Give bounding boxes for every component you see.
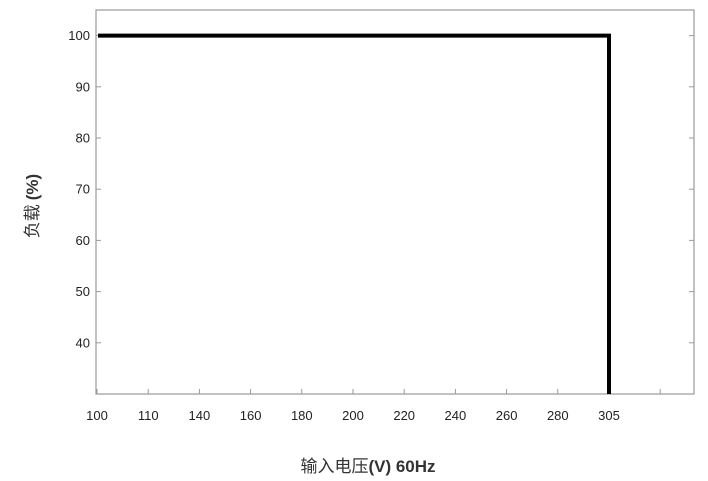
y-tick-label: 70 — [76, 182, 90, 197]
x-tick-label: 200 — [342, 408, 364, 423]
y-tick-label: 40 — [76, 335, 90, 350]
y-tick-label: 60 — [76, 233, 90, 248]
x-tick-label: 260 — [496, 408, 518, 423]
y-tick-label: 100 — [68, 28, 90, 43]
x-tick-label: 100 — [86, 408, 108, 423]
x-tick-label: 220 — [393, 408, 415, 423]
x-tick-label: 110 — [138, 408, 159, 423]
x-axis-title-unit: (V) 60Hz — [368, 457, 435, 476]
x-axis-title-text: 输入电压 — [300, 457, 368, 477]
x-tick-label: 305 — [598, 408, 620, 423]
series-layer — [98, 33, 611, 394]
x-axis-ticks: 100 110 140 160 180 200 220 240 260 280 305 — [86, 389, 661, 423]
y-tick-label: 50 — [76, 284, 90, 299]
x-tick-label: 140 — [189, 408, 211, 423]
y-axis-title: 负载 (%) — [23, 174, 43, 238]
y-tick-label: 80 — [76, 131, 90, 146]
y-axis-title-unit: (%) — [23, 174, 42, 200]
x-tick-label: 240 — [445, 408, 467, 423]
x-axis-title: 输入电压(V) 60Hz — [300, 457, 435, 477]
x-tick-label: 180 — [291, 408, 313, 423]
plot-frame — [95, 9, 695, 395]
x-tick-label: 280 — [547, 408, 569, 423]
y-axis-ticks: 40 50 60 70 80 90 100 — [68, 28, 694, 350]
y-axis-title-text: 负载 — [23, 204, 43, 238]
derating-curve — [98, 33, 611, 394]
x-tick-label: 160 — [240, 408, 262, 423]
y-tick-label: 90 — [76, 79, 90, 94]
